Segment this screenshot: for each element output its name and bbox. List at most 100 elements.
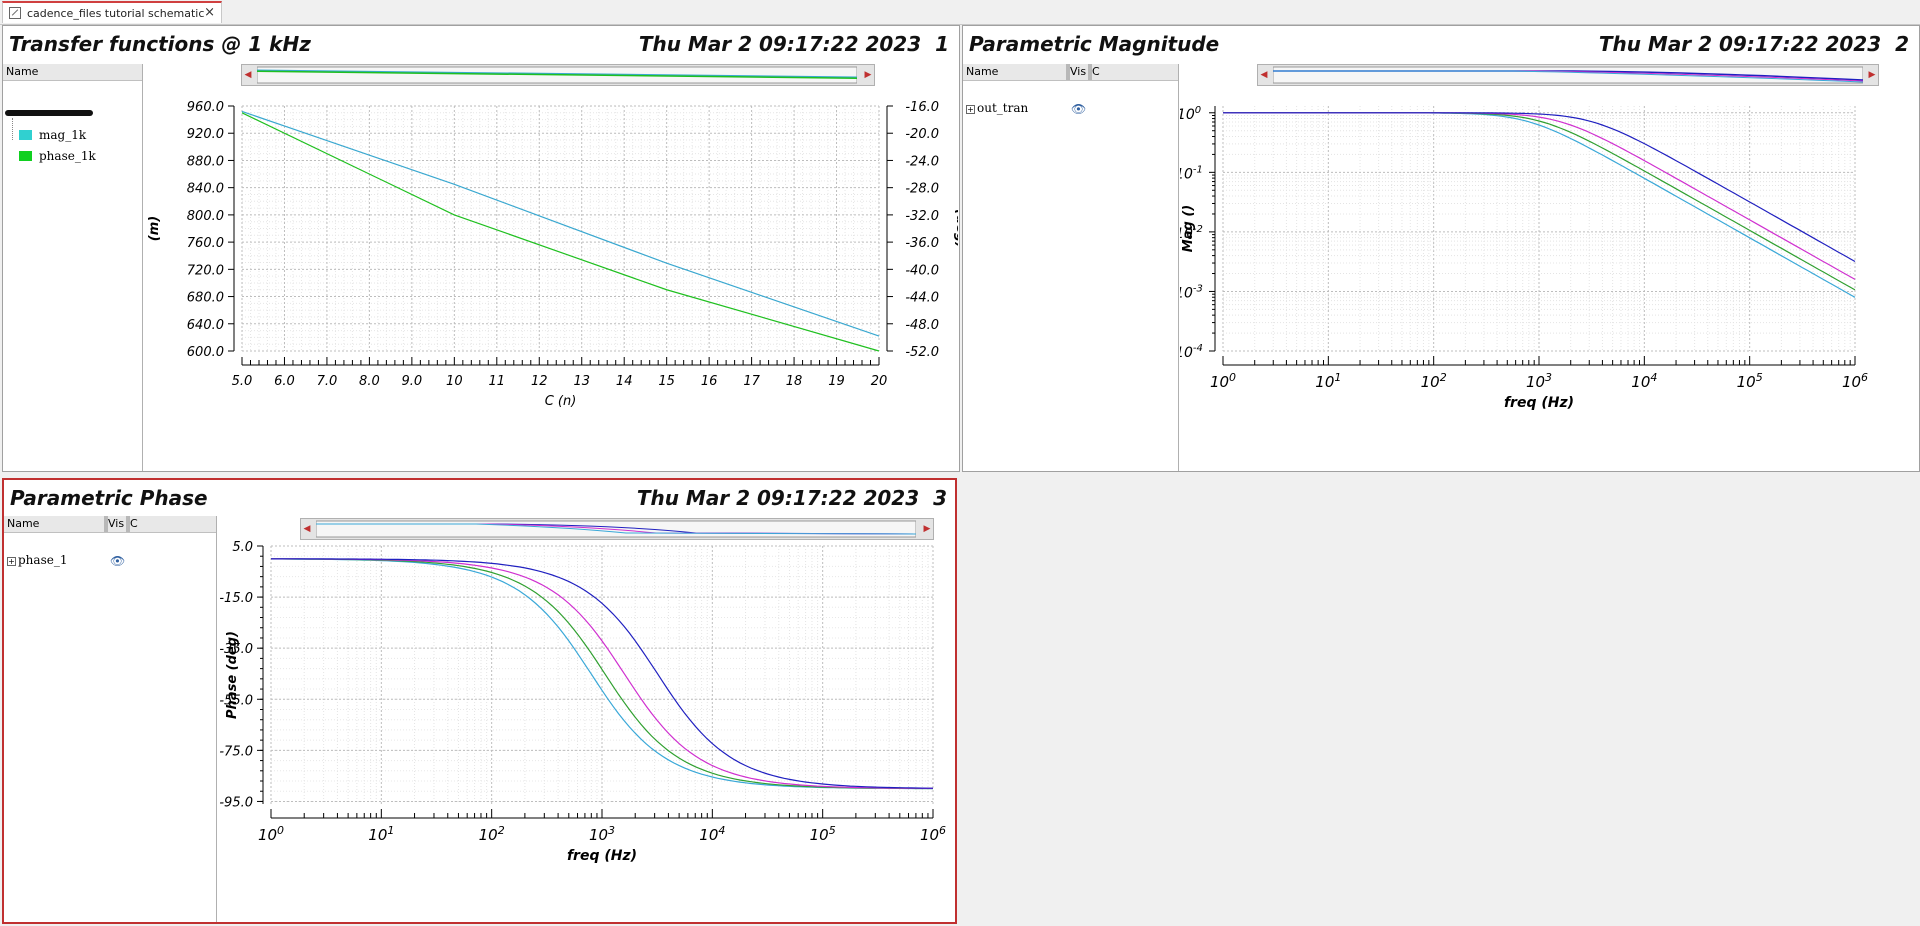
x-tick-label: 15 bbox=[658, 374, 675, 389]
scroll-right-icon[interactable]: ▶ bbox=[864, 70, 872, 80]
y-axis-label: Phase (deg) bbox=[225, 631, 240, 719]
y-tick-label: -95.0 bbox=[219, 795, 253, 810]
y-tick-label: 5.0 bbox=[232, 540, 253, 555]
legend: Name Vis C + out_tran 👁 bbox=[963, 64, 1179, 471]
x-tick-label: 105 bbox=[810, 824, 836, 844]
chart-parametric-magnitude[interactable]: 10-4 10-3 10-2 10-1 100 100 101 102 103 104 105 106… bbox=[1180, 88, 1918, 472]
y-tick-label: 920.0 bbox=[187, 127, 224, 142]
legend: Name Vis C + phase_1 👁 bbox=[4, 516, 217, 922]
x-tick-label: 101 bbox=[368, 824, 394, 844]
panel-parametric-phase[interactable]: Parametric Phase Thu Mar 2 09:17:22 2023… bbox=[2, 478, 957, 924]
series-line-mag_1k bbox=[241, 110, 880, 337]
expand-icon[interactable]: + bbox=[7, 557, 16, 566]
series-line-out_tran bbox=[1223, 112, 1856, 263]
series-line-phase_1k bbox=[241, 112, 880, 352]
x-axis-label: C (n) bbox=[545, 394, 577, 409]
scroller-preview bbox=[316, 520, 916, 538]
x-scroller[interactable]: ◀ ▶ bbox=[241, 64, 875, 86]
y-tick-label: -15.0 bbox=[219, 591, 253, 606]
panel-index: 2 bbox=[1895, 32, 1909, 56]
x-scroller[interactable]: ◀ ▶ bbox=[1257, 64, 1879, 86]
chart-transfer-functions[interactable]: 5.0 6.0 7.0 8.0 9.0 10 11 12 13 14 15 16 17 18 19 20 600… bbox=[144, 88, 958, 472]
y-tick-label: 10-2 bbox=[1180, 224, 1203, 242]
x-tick-label: 104 bbox=[699, 824, 725, 844]
x-tick-label: 17 bbox=[743, 374, 760, 389]
x-tick-label: 20 bbox=[871, 374, 888, 389]
y2-tick-label: -16.0 bbox=[905, 100, 939, 115]
x-tick-label: 102 bbox=[479, 824, 505, 844]
legend-item-phase-1[interactable]: phase_1 bbox=[18, 553, 68, 567]
y-tick-label: 600.0 bbox=[187, 345, 224, 360]
legend-header: Name Vis C bbox=[4, 516, 216, 533]
y-tick-label: -55.0 bbox=[219, 693, 253, 708]
y-tick-label: 640.0 bbox=[187, 318, 224, 333]
y2-tick-label: -44.0 bbox=[905, 291, 939, 306]
panel-index: 1 bbox=[935, 32, 949, 56]
legend-item-mag-1k[interactable]: mag_1k bbox=[39, 128, 87, 142]
schematic-icon bbox=[9, 7, 21, 19]
legend-header-vis: Vis bbox=[108, 517, 125, 530]
y-tick-label: 880.0 bbox=[187, 154, 224, 169]
legend-col-sep bbox=[104, 516, 108, 532]
y2-tick-label: -32.0 bbox=[905, 209, 939, 224]
x-tick-label: 102 bbox=[1421, 371, 1447, 391]
x-tick-label: 103 bbox=[1526, 371, 1552, 391]
scroll-right-icon[interactable]: ▶ bbox=[1868, 70, 1876, 80]
y-tick-label: 10-4 bbox=[1180, 343, 1203, 361]
x-tick-label: 5.0 bbox=[232, 374, 253, 389]
tab-schematic[interactable]: cadence_files tutorial schematic × bbox=[2, 1, 222, 23]
y2-tick-label: -36.0 bbox=[905, 236, 939, 251]
visibility-eye-icon[interactable]: 👁 bbox=[110, 554, 126, 568]
y-axis-label: Mag () bbox=[1181, 205, 1196, 252]
panel-title: Parametric Phase bbox=[10, 486, 208, 510]
y-tick-label: 10-1 bbox=[1180, 164, 1203, 182]
chart-parametric-phase[interactable]: 5.0 -15.0 -35.0 -55.0 -75.0 -95.0 100 101 102 103… bbox=[216, 540, 956, 906]
panel-date: Thu Mar 2 09:17:22 2023 1 bbox=[639, 32, 949, 56]
y-tick-label: 680.0 bbox=[187, 291, 224, 306]
scroll-right-icon[interactable]: ▶ bbox=[923, 524, 931, 534]
x-axis-label: freq (Hz) bbox=[567, 848, 637, 864]
x-tick-label: 19 bbox=[828, 374, 845, 389]
scroll-left-icon[interactable]: ◀ bbox=[303, 524, 311, 534]
x-tick-label: 103 bbox=[589, 824, 615, 844]
x-tick-label: 18 bbox=[786, 374, 803, 389]
x-tick-label: 100 bbox=[1210, 371, 1236, 391]
visibility-eye-icon[interactable]: 👁 bbox=[1071, 102, 1087, 116]
tab-label: cadence_files tutorial schematic bbox=[27, 7, 205, 20]
legend: Name mag_1k phase_1k bbox=[3, 64, 143, 471]
x-tick-label: 6.0 bbox=[274, 374, 295, 389]
legend-header-name: Name bbox=[6, 65, 39, 78]
panel-parametric-magnitude[interactable]: Parametric Magnitude Thu Mar 2 09:17:22 … bbox=[962, 25, 1920, 472]
y-tick-label: -75.0 bbox=[219, 744, 253, 759]
x-tick-label: 106 bbox=[1842, 371, 1868, 391]
x-tick-label: 13 bbox=[573, 374, 590, 389]
scroll-left-icon[interactable]: ◀ bbox=[1260, 70, 1268, 80]
x-tick-label: 101 bbox=[1315, 371, 1341, 391]
legend-header-name: Name bbox=[966, 65, 999, 78]
close-icon[interactable]: × bbox=[204, 5, 215, 20]
x-tick-label: 11 bbox=[489, 374, 506, 389]
x-tick-label: 7.0 bbox=[317, 374, 338, 389]
x-scroller[interactable]: ◀ ▶ bbox=[300, 518, 934, 540]
y-tick-label: 760.0 bbox=[187, 236, 224, 251]
legend-group-bar[interactable] bbox=[5, 110, 93, 116]
y-tick-label: 800.0 bbox=[187, 209, 224, 224]
scroller-preview bbox=[257, 66, 857, 84]
scroll-left-icon[interactable]: ◀ bbox=[244, 70, 252, 80]
legend-header-c: C bbox=[130, 517, 138, 530]
y2-tick-label: -48.0 bbox=[905, 318, 939, 333]
y-tick-label: 720.0 bbox=[187, 263, 224, 278]
legend-col-sep bbox=[126, 516, 130, 532]
series-line-phase_1 bbox=[271, 558, 933, 789]
x-tick-label: 8.0 bbox=[359, 374, 380, 389]
expand-icon[interactable]: + bbox=[966, 105, 975, 114]
empty-panel-area bbox=[962, 478, 1920, 926]
panel-title: Transfer functions @ 1 kHz bbox=[9, 32, 311, 56]
y-tick-label: 10-3 bbox=[1180, 283, 1203, 301]
panel-transfer-functions[interactable]: Transfer functions @ 1 kHz Thu Mar 2 09:… bbox=[2, 25, 960, 472]
legend-header-c: C bbox=[1092, 65, 1100, 78]
legend-item-out-tran[interactable]: out_tran bbox=[977, 101, 1029, 115]
legend-tree-line bbox=[12, 118, 14, 140]
legend-item-phase-1k[interactable]: phase_1k bbox=[39, 149, 96, 163]
x-tick-label: 10 bbox=[446, 374, 463, 389]
